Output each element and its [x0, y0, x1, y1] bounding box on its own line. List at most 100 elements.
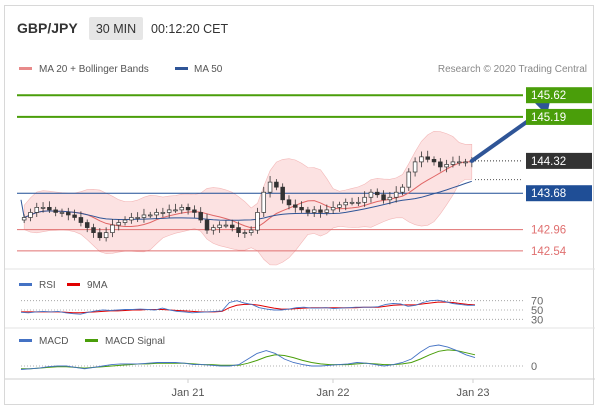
level-tag-bg-2 [526, 152, 592, 169]
candle-body [381, 194, 386, 201]
legend-swatch-macd-signal [85, 339, 98, 342]
candle-body [387, 196, 393, 201]
candle-body [21, 217, 27, 221]
timeframe-label[interactable]: 30 MIN [96, 22, 136, 36]
candle-body [261, 191, 267, 213]
candle-body [211, 227, 216, 231]
candle-body [438, 161, 443, 168]
level-tag-144-32: 144.32 [531, 156, 566, 168]
candle-body [192, 209, 197, 213]
price-tags-layer: 145.62 145.19 144.32 143.68 142.96 142.54 [526, 87, 592, 258]
candle-body [242, 232, 248, 234]
candle-body [356, 201, 361, 204]
candle-body [154, 212, 159, 216]
candle-body [91, 227, 96, 233]
candle-body [318, 209, 323, 213]
candle-body [72, 214, 77, 218]
legend-macd-signal-label: MACD Signal [105, 336, 165, 347]
research-credit: Research © 2020 Trading Central [438, 64, 587, 75]
legend-rsi-ma-label: 9MA [87, 280, 108, 291]
candle-body [450, 161, 456, 165]
legend-swatch-rsi [19, 283, 32, 286]
level-tag-143-68: 143.68 [531, 188, 566, 200]
candle-body [349, 201, 355, 204]
candle-body [103, 232, 109, 239]
legend-swatch-ma50 [175, 67, 188, 70]
candle-body [400, 186, 405, 193]
candle-body [286, 199, 292, 206]
candle-body [293, 204, 298, 208]
candle-body [40, 207, 46, 209]
legend-rsi-label: RSI [39, 280, 56, 291]
candle-body [66, 212, 71, 216]
level-tag-145-19: 145.19 [531, 112, 566, 124]
rsi-ma-line [21, 301, 476, 314]
legend-ma50-label: MA 50 [194, 64, 223, 75]
bollinger-band-layer [23, 130, 473, 266]
candle-body [248, 229, 254, 233]
candle-body [375, 191, 380, 196]
candle-body [28, 212, 33, 218]
projection-arrow-layer [469, 95, 552, 163]
legend-macd-label: MACD [39, 336, 68, 347]
time-tick-label: Jan 21 [171, 387, 204, 399]
chart-canvas: GBP/JPY 30 MIN 00:12:20 CET MA 20 + Boll… [5, 17, 595, 399]
candle-body [444, 164, 449, 168]
candle-body [47, 207, 52, 211]
candle-body [337, 204, 342, 208]
candle-body [267, 181, 273, 193]
candle-body [160, 212, 166, 214]
candle-body [406, 171, 412, 188]
candle-body [223, 224, 229, 227]
macd-panel: 0 [20, 344, 537, 373]
macd-line [20, 344, 476, 370]
candle-body [299, 207, 304, 211]
candle-body [255, 212, 260, 231]
time-tick-label: Jan 22 [316, 387, 349, 399]
candle-body [185, 207, 191, 211]
candle-body [217, 224, 222, 228]
candle-body [393, 191, 399, 198]
candle-body [78, 217, 84, 223]
bollinger-band [23, 130, 473, 266]
timeframe-box[interactable] [89, 17, 143, 40]
legend-swatch-ma20 [19, 67, 32, 70]
candle-body [122, 219, 128, 223]
candle-body [311, 209, 317, 213]
level-tag-bg-1 [526, 108, 592, 125]
candle-body [59, 212, 65, 214]
candle-body [425, 156, 430, 160]
legend-swatch-macd [19, 339, 32, 342]
level-tag-bg-3 [526, 185, 592, 202]
candle-body [463, 161, 468, 164]
candle-body [34, 207, 40, 213]
candle-body [129, 217, 134, 221]
price-levels-layer [17, 94, 523, 252]
time-tick-label: Jan 23 [456, 387, 489, 399]
candle-body [412, 161, 418, 173]
candle-body [324, 209, 330, 213]
candle-body [305, 209, 311, 213]
candle-body [368, 191, 374, 198]
candle-body [135, 217, 140, 219]
candle-body [362, 196, 367, 203]
candle-body [116, 222, 121, 226]
candle-body [148, 214, 153, 217]
candle-body [419, 156, 424, 163]
symbol-title: GBP/JPY [17, 20, 78, 36]
rsi-tick-50: 50 [531, 305, 543, 317]
candle-body [198, 212, 203, 221]
candle-body [456, 161, 462, 164]
level-tag-142-96: 142.96 [531, 225, 566, 237]
time-axis-labels: Jan 21 Jan 22 Jan 23 [171, 379, 490, 399]
candle-body [229, 224, 235, 228]
candle-body [166, 209, 172, 213]
candle-body [53, 209, 58, 213]
candle-body [431, 159, 437, 163]
level-tag-142-54: 142.54 [531, 246, 567, 258]
candle-body [330, 207, 336, 211]
legend-swatch-rsi-ma [67, 283, 80, 286]
candle-body [204, 219, 210, 231]
candle-body [343, 201, 348, 206]
